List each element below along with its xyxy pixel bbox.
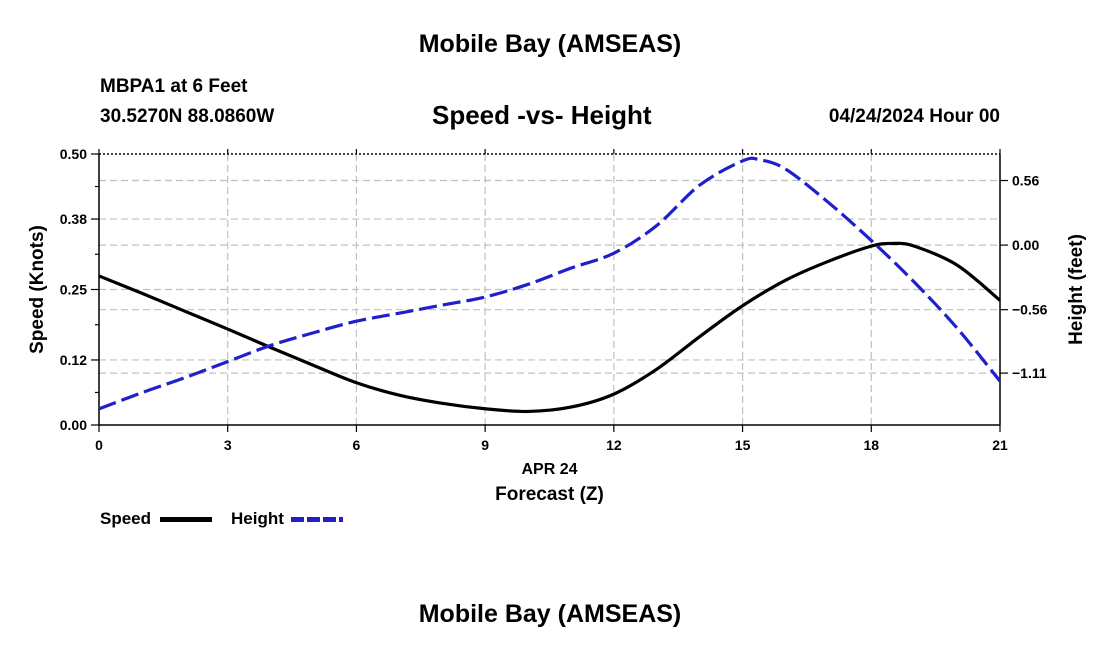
legend-label-speed: Speed	[100, 509, 152, 528]
series-line-speed	[98, 241, 1002, 414]
y-left-axis-label: Speed (Knots)	[27, 225, 48, 354]
x-tick-label: 6	[353, 437, 361, 453]
station-coordinates: 30.5270N 88.0860W	[100, 106, 275, 127]
x-tick-label: 9	[481, 437, 489, 453]
x-tick-label: 3	[224, 437, 232, 453]
legend-swatch-height	[291, 517, 343, 522]
y-left-tick-label: 0.25	[60, 282, 87, 298]
y-left-tick-label: 0.12	[60, 352, 87, 368]
legend-swatch-speed	[160, 517, 212, 522]
page-title: Mobile Bay (AMSEAS)	[418, 30, 682, 58]
y-left-tick-label: 0.38	[60, 211, 87, 227]
y-right-tick-label: 0.00	[1012, 237, 1039, 253]
x-tick-label: 12	[606, 437, 622, 453]
y-right-tick-label: −1.11	[1012, 365, 1047, 381]
x-date-label: APR 24	[521, 461, 577, 478]
y-right-tick-label: −0.56	[1012, 302, 1048, 318]
series-line-height	[98, 156, 1002, 411]
forecast-date-hour: 04/24/2024 Hour 00	[828, 106, 1000, 127]
x-tick-label: 21	[992, 437, 1008, 453]
y-right-axis-label: Height (feet)	[1066, 234, 1087, 345]
x-axis-label: Forecast (Z)	[495, 484, 604, 505]
legend-label-height: Height	[231, 509, 284, 528]
chart-title: Speed -vs- Height	[432, 100, 652, 130]
footer-title: Mobile Bay (AMSEAS)	[418, 600, 682, 628]
y-right-tick-label: 0.56	[1012, 173, 1039, 189]
x-tick-label: 15	[735, 437, 751, 453]
x-tick-label: 0	[95, 437, 103, 453]
x-tick-label: 18	[863, 437, 879, 453]
station-label: MBPA1 at 6 Feet	[100, 76, 248, 97]
y-left-tick-label: 0.50	[60, 146, 87, 162]
y-left-tick-label: 0.00	[60, 417, 87, 433]
